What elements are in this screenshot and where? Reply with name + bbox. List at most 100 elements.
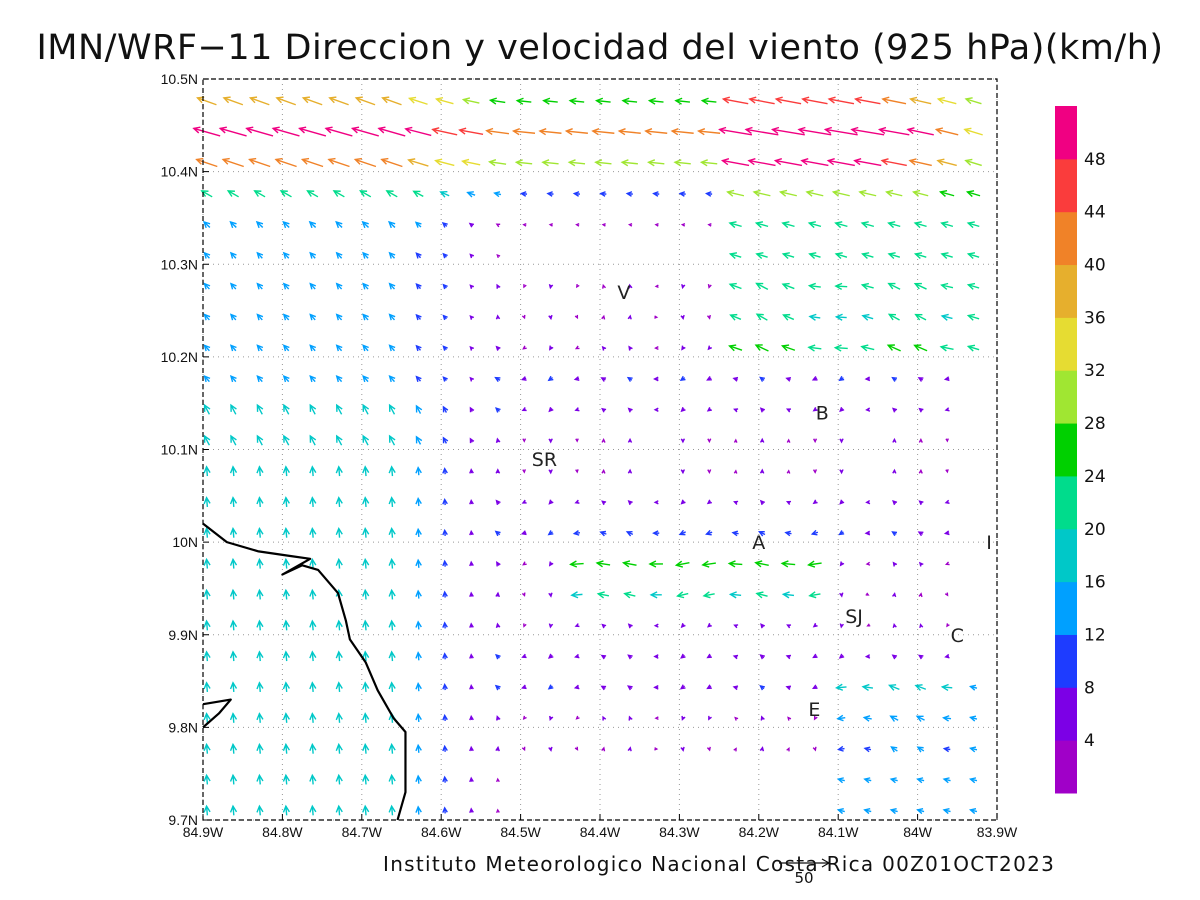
- wind-arrow: [574, 407, 580, 412]
- wind-arrow: [415, 589, 422, 599]
- wind-arrow: [202, 220, 211, 229]
- wind-arrow: [706, 375, 712, 381]
- wind-arrow: [229, 375, 237, 383]
- wind-arrow: [800, 158, 829, 167]
- coastline-segment: [202, 522, 407, 821]
- wind-arrow: [354, 96, 376, 106]
- wind-arrow: [282, 712, 290, 723]
- wind-arrow: [863, 777, 872, 784]
- wind-arrow: [755, 282, 769, 290]
- wind-arrow: [335, 282, 343, 290]
- wind-arrow: [203, 619, 211, 631]
- wind-arrow: [574, 623, 580, 628]
- wind-arrow: [248, 157, 271, 168]
- wind-arrow: [706, 746, 711, 752]
- wind-arrow: [469, 253, 475, 259]
- wind-arrow: [521, 746, 526, 752]
- wind-arrow: [388, 804, 396, 816]
- wind-arrow: [728, 221, 742, 229]
- lon-tick-label: 84.5W: [500, 824, 541, 840]
- wind-arrow: [908, 158, 932, 167]
- wind-arrow: [519, 191, 528, 197]
- wind-arrow: [335, 650, 343, 662]
- wind-arrow: [916, 746, 925, 753]
- wind-arrow: [256, 773, 264, 785]
- wind-arrow: [653, 654, 659, 659]
- wind-arrow: [596, 591, 610, 599]
- wind-arrow: [388, 465, 396, 477]
- wind-arrow: [706, 499, 712, 505]
- wind-arrow: [256, 557, 264, 569]
- wind-arrow: [381, 96, 402, 106]
- wind-arrow: [404, 126, 432, 137]
- wind-arrow: [522, 469, 527, 474]
- wind-arrow: [600, 654, 607, 660]
- wind-arrow: [628, 715, 633, 721]
- wind-arrow: [256, 375, 264, 383]
- wind-arrow: [785, 654, 792, 660]
- wind-arrow: [706, 406, 712, 412]
- wind-arrow: [203, 344, 211, 352]
- wind-arrow: [601, 314, 606, 320]
- wind-arrow: [812, 746, 817, 752]
- wind-arrow: [914, 313, 927, 321]
- wind-arrow: [785, 376, 792, 382]
- wind-arrow: [654, 346, 659, 351]
- wind-arrow: [309, 526, 317, 538]
- wind-arrow: [808, 313, 821, 321]
- wind-arrow: [654, 747, 659, 751]
- color-scale-label: 20: [1084, 520, 1106, 540]
- wind-arrow: [282, 526, 290, 538]
- wind-arrow: [680, 406, 686, 413]
- wind-arrow: [469, 498, 474, 505]
- wind-arrow: [203, 526, 211, 538]
- wind-arrow: [807, 560, 822, 568]
- wind-arrow: [353, 157, 377, 168]
- wind-arrow: [834, 282, 848, 291]
- wind-arrow: [827, 96, 855, 105]
- wind-arrow: [361, 220, 369, 229]
- reference-vector-label: 50: [794, 869, 813, 887]
- lat-tick-label: 10.4N: [161, 164, 198, 180]
- wind-arrow: [627, 314, 632, 320]
- wind-arrow: [229, 282, 237, 290]
- wind-arrow: [617, 128, 641, 136]
- wind-arrow: [469, 714, 474, 721]
- wind-arrow: [943, 530, 950, 536]
- wind-arrow: [936, 158, 957, 167]
- wind-arrow: [913, 221, 927, 229]
- wind-arrow: [594, 97, 611, 105]
- wind-arrow: [335, 496, 343, 507]
- wind-arrow: [733, 624, 739, 629]
- wind-arrow: [572, 530, 581, 536]
- wind-arrow: [786, 438, 791, 443]
- wind-arrow: [697, 128, 721, 136]
- wind-arrow: [221, 157, 244, 168]
- wind-arrow: [279, 190, 292, 198]
- wind-arrow: [442, 314, 448, 321]
- wind-arrow: [229, 773, 238, 785]
- wind-arrow: [388, 282, 396, 290]
- wind-arrow: [203, 465, 211, 477]
- wind-arrow: [362, 403, 370, 415]
- wind-arrow: [755, 252, 768, 260]
- wind-arrow: [838, 653, 845, 659]
- wind-arrow: [495, 468, 501, 474]
- wind-arrow: [362, 681, 370, 693]
- wind-arrow: [283, 403, 290, 415]
- color-scale-segment: [1055, 264, 1077, 318]
- wind-arrow: [282, 313, 290, 321]
- wind-arrow: [891, 654, 898, 660]
- wind-arrow: [968, 808, 978, 815]
- wind-arrow: [889, 715, 899, 722]
- wind-arrow: [865, 499, 871, 505]
- wind-arrow: [538, 128, 562, 136]
- wind-arrow: [521, 592, 526, 597]
- wind-arrow: [335, 375, 343, 383]
- wind-arrow: [335, 681, 343, 693]
- wind-arrow: [332, 190, 345, 198]
- wind-arrow: [759, 407, 766, 413]
- wind-arrow: [807, 221, 822, 229]
- wind-arrow: [328, 96, 349, 106]
- wind-arrow: [680, 223, 686, 227]
